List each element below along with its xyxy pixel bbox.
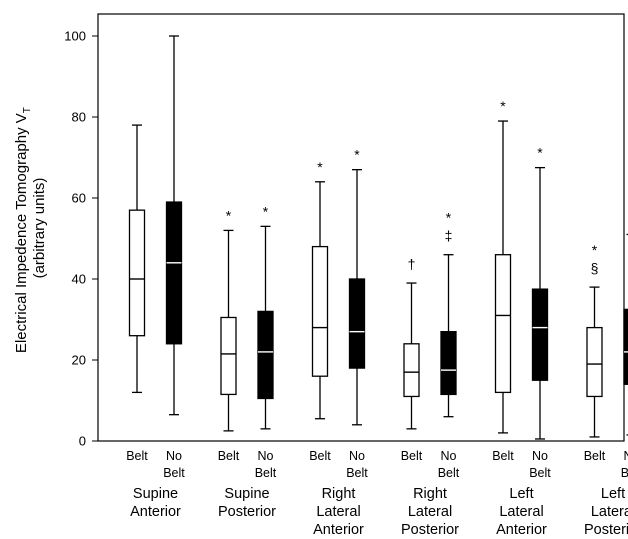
box-3-1: *‡ [440,210,457,418]
box-1-1: * [257,203,274,430]
condition-label: Belt [255,466,277,480]
group-label: Anterior [130,504,181,520]
y-tick-label: 60 [72,191,86,206]
y-tick-label: 20 [72,353,86,368]
box-0-0 [128,124,146,394]
significance-annotation: * [500,98,506,114]
significance-annotation: * [317,159,323,175]
group-label: Anterior [313,522,364,538]
group-label: Right [413,486,447,502]
iqr-box [348,278,366,369]
condition-label: No [532,449,548,463]
significance-annotation: † [408,256,416,272]
x-axis-labels: Belt No Belt Supine Anterior Belt No Belt Supine… [126,449,628,538]
condition-label: Belt [529,466,551,480]
box-4-0: * [494,98,512,434]
box-3-0: † [403,256,420,430]
box-0-1 [165,35,183,416]
iqr-box [311,245,329,377]
condition-label: Belt [584,449,606,463]
significance-annotation: * [354,147,360,163]
y-tick-label: 40 [72,272,86,287]
box-5-1 [623,233,628,436]
condition-label: Belt [163,466,185,480]
significance-annotation: * [263,203,269,219]
group-label: Lateral [499,504,543,520]
condition-label: Belt [621,466,628,480]
plot-frame [97,13,625,442]
group-label: Anterior [496,522,547,538]
condition-label: Belt [346,466,368,480]
y-axis-label-subscript: T [22,107,33,113]
box-4-1: * [531,145,549,440]
condition-label: No [166,449,182,463]
group-label: Posterior [584,522,628,538]
box-2-1: * [348,147,366,426]
y-tick-label: 80 [72,110,86,125]
condition-label: Belt [218,449,240,463]
iqr-box [128,209,146,337]
box-5-0: *§ [586,242,603,438]
condition-label: No [624,449,628,463]
group-label: Supine [133,486,178,502]
significance-annotation: * [446,210,452,226]
iqr-box [440,330,457,396]
iqr-box [586,326,603,398]
condition-label: Belt [309,449,331,463]
iqr-box [531,288,549,381]
significance-annotation: * [537,145,543,161]
condition-label: Belt [492,449,514,463]
iqr-box [257,310,274,400]
group-label: Lateral [591,504,628,520]
group-label: Left [601,486,625,502]
significance-annotation: § [591,260,599,276]
y-tick-label: 100 [64,29,86,44]
y-axis-label-line-1: Electrical Impedence Tomography V [13,113,30,353]
iqr-box [220,316,237,396]
condition-label: Belt [401,449,423,463]
y-axis: 0 20 40 60 80 100 [64,29,98,449]
iqr-box [494,254,512,394]
box-1-0: * [220,207,237,432]
group-label: Right [322,486,356,502]
group-label: Supine [224,486,269,502]
condition-label: Belt [126,449,148,463]
y-axis-label: Electrical Impedence Tomography VT (arbi… [13,103,48,353]
condition-label: No [258,449,274,463]
group-label: Posterior [218,504,276,520]
condition-label: No [441,449,457,463]
group-label: Lateral [316,504,360,520]
iqr-box [403,343,420,398]
condition-label: Belt [438,466,460,480]
group-label: Lateral [408,504,452,520]
group-label: Left [509,486,533,502]
box-marks: * ***†*‡***§ [128,35,628,440]
y-tick-label: 0 [79,434,86,449]
iqr-box [165,201,183,345]
significance-annotation: ‡ [445,228,453,244]
group-label: Posterior [401,522,459,538]
y-axis-label-line-2: (arbitrary units) [31,178,48,279]
condition-label: No [349,449,365,463]
iqr-box [623,308,628,385]
significance-annotation: * [226,207,232,223]
box-2-0: * [311,159,329,420]
significance-annotation: * [592,242,598,258]
